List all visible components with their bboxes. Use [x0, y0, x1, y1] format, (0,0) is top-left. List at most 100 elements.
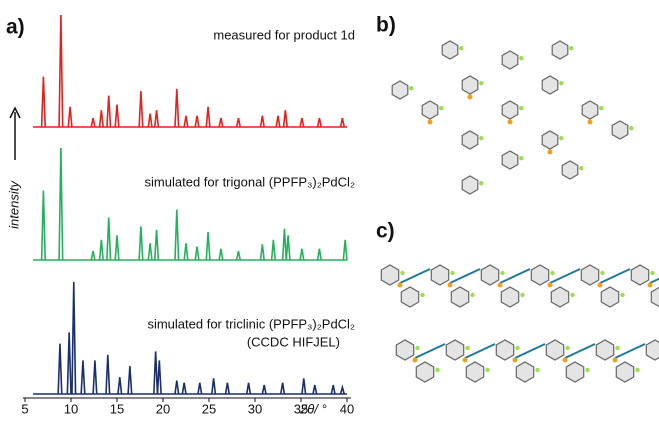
bond [650, 269, 659, 283]
x-tick-label: 20 [156, 401, 170, 416]
atom [615, 346, 619, 350]
ring [462, 131, 478, 149]
ring [551, 287, 568, 307]
peak [212, 378, 216, 394]
panel-label: a) [6, 16, 25, 39]
peak [286, 235, 290, 260]
ring [416, 362, 433, 382]
ring [481, 265, 498, 285]
atom [579, 166, 583, 170]
peak [155, 230, 159, 260]
atom [565, 346, 569, 350]
atom [519, 56, 523, 60]
ring [616, 362, 633, 382]
peak [343, 240, 347, 260]
peak [175, 89, 179, 127]
peak [237, 251, 241, 260]
ring [582, 101, 598, 119]
page: {"panel_labels": ["a)", "b)", "c)"], "ch… [0, 0, 659, 418]
atom [479, 81, 483, 85]
ring [581, 265, 598, 285]
atom [463, 358, 468, 363]
panel-label: b) [376, 14, 396, 37]
series-label: simulated for triclinic (PPFP₃)₂PdCl₂ [147, 316, 355, 331]
atom [563, 358, 568, 363]
atom [500, 271, 504, 275]
atom [519, 156, 523, 160]
ring [516, 362, 533, 382]
peak [81, 360, 85, 394]
peak [198, 383, 202, 394]
peak [68, 107, 72, 127]
x-tick-label: 5 [21, 401, 28, 416]
ring [422, 101, 438, 119]
atom [548, 150, 553, 155]
peak [67, 332, 71, 394]
ring [596, 340, 613, 360]
atom [479, 136, 483, 140]
peak [139, 226, 143, 260]
atom [468, 95, 473, 100]
peak [106, 355, 110, 394]
x-tick-label: 10 [64, 401, 78, 416]
atom [613, 358, 618, 363]
peak [206, 107, 210, 127]
peak [91, 118, 95, 127]
atom [535, 368, 539, 372]
atom [598, 283, 603, 288]
atom [398, 283, 403, 288]
peak [128, 366, 132, 394]
panel-label: c) [376, 220, 395, 243]
peak [58, 344, 62, 394]
bond [500, 269, 530, 283]
ring [601, 287, 618, 307]
bond [550, 269, 580, 283]
atom [599, 106, 603, 110]
peak [148, 114, 152, 127]
ring [451, 287, 468, 307]
ring [566, 362, 583, 382]
atom [498, 283, 503, 288]
peak [219, 249, 223, 260]
atom [448, 283, 453, 288]
ring [651, 287, 659, 307]
bond [565, 344, 595, 358]
peak [42, 191, 46, 260]
peak [100, 240, 104, 260]
ring [381, 265, 398, 285]
atom [570, 293, 574, 297]
atom [600, 271, 604, 275]
ring [501, 287, 518, 307]
ring [462, 176, 478, 194]
peak [72, 282, 76, 394]
peak [59, 148, 63, 260]
y-axis-label: intensity [6, 180, 21, 229]
atom [650, 271, 654, 275]
peak [300, 118, 304, 127]
peak [184, 243, 188, 260]
peak [318, 249, 322, 260]
crystal-structures [381, 41, 659, 382]
ring [502, 101, 518, 119]
peak [281, 383, 285, 394]
ring [466, 362, 483, 382]
peak [272, 240, 276, 260]
peak [318, 118, 322, 127]
atom [515, 346, 519, 350]
peak [107, 217, 111, 260]
peak [284, 110, 288, 127]
atom [413, 358, 418, 363]
x-tick-label: 40 [340, 401, 354, 416]
x-tick-label: 30 [248, 401, 262, 416]
peak [139, 91, 143, 127]
atom [508, 120, 513, 125]
peak [313, 385, 317, 394]
peak [158, 360, 162, 394]
bond [515, 344, 545, 358]
peak [237, 118, 241, 127]
ring [502, 51, 518, 69]
peak [341, 118, 345, 127]
bond [450, 269, 480, 283]
peak [195, 247, 199, 260]
atom [548, 283, 553, 288]
